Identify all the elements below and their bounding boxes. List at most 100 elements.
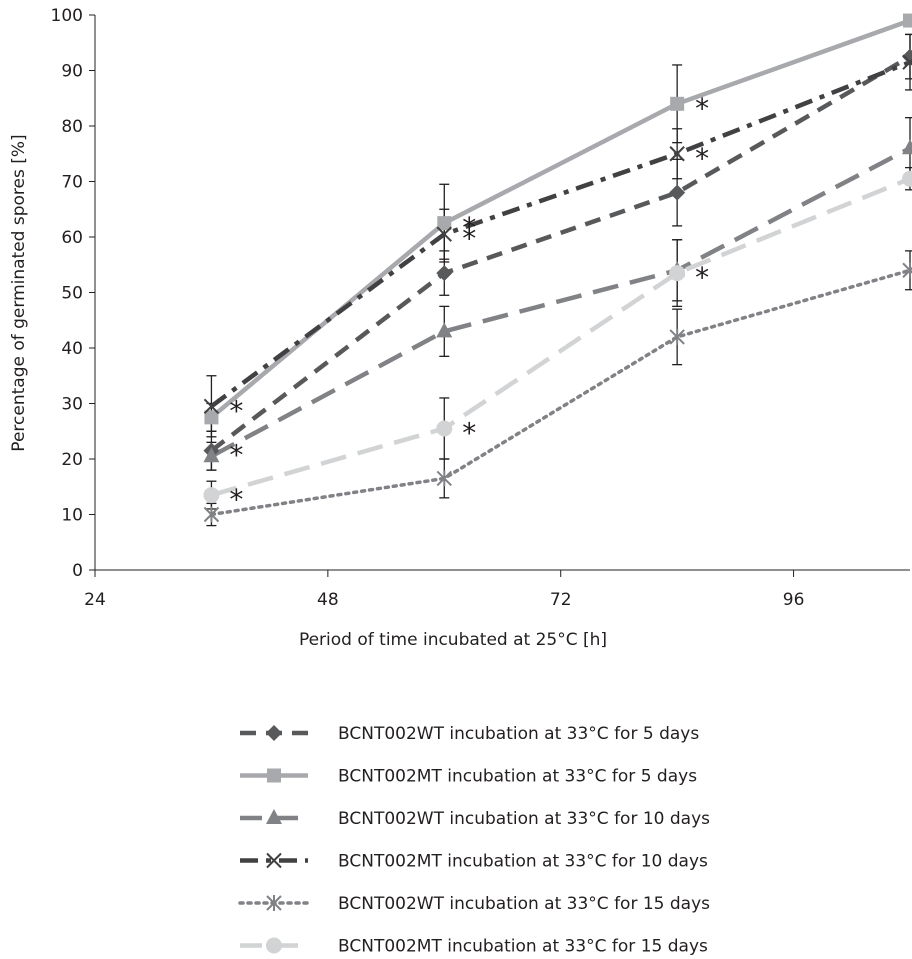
- data-point-s6-p1-shape: [203, 487, 220, 504]
- data-point-s3-p2-shape: [436, 322, 453, 338]
- legend-label: BCNT002MT incubation at 33°C for 5 days: [338, 767, 697, 787]
- series-line-3: [210, 146, 912, 459]
- legend-label: BCNT002WT incubation at 33°C for 10 days: [338, 809, 710, 829]
- data-point-s2-p2-shape: [437, 216, 452, 231]
- legend-marker-shape: [266, 852, 282, 869]
- data-point-s6-p3-shape: [669, 265, 686, 282]
- data-point-s4-p4-shape: [902, 54, 912, 70]
- data-point-s5-p3-shape: [669, 328, 685, 345]
- data-point-s2-p2: [437, 216, 452, 231]
- data-point-s1-p3: [669, 184, 686, 201]
- legend-marker-shape: [266, 725, 282, 741]
- data-point-s5-p1: [203, 506, 220, 523]
- significance-star: *: [462, 222, 476, 255]
- error-bars: [206, 14, 912, 527]
- y-tick-label: 90: [61, 62, 83, 82]
- legend-marker: [267, 768, 281, 783]
- significance-star: *: [462, 211, 476, 244]
- legend-marker: [266, 895, 282, 911]
- data-point-s2-p1-shape: [204, 410, 219, 425]
- series-lines: [209, 18, 912, 517]
- legend-item-1: BCNT002WT incubation at 33°C for 5 days: [240, 724, 699, 744]
- y-tick-label: 20: [61, 450, 83, 470]
- significance-star: *: [695, 92, 709, 125]
- legend-label: BCNT002WT incubation at 33°C for 5 days: [338, 724, 699, 744]
- legend-item-4: BCNT002MT incubation at 33°C for 10 days: [240, 852, 708, 872]
- data-point-s2-p3-shape: [670, 96, 685, 111]
- data-point-s4-p2-shape: [436, 226, 452, 242]
- data-point-s1-p2-shape: [436, 265, 453, 282]
- legend-label: BCNT002MT incubation at 33°C for 15 days: [338, 937, 708, 957]
- data-point-s5-p3: [669, 328, 685, 345]
- data-point-s4-p3: [669, 146, 685, 162]
- y-tick-label: 10: [61, 506, 83, 526]
- data-point-s2-p3: [670, 96, 685, 111]
- legend-marker-shape: [266, 809, 282, 824]
- significance-star: *: [695, 261, 709, 294]
- legend-item-3: BCNT002WT incubation at 33°C for 10 days: [240, 809, 710, 829]
- data-point-s3-p4: [902, 139, 912, 155]
- data-point-s5-p1-shape: [203, 506, 220, 523]
- significance-stars: ************: [229, 92, 709, 516]
- data-point-s4-p2: [436, 226, 452, 242]
- legend: BCNT002WT incubation at 33°C for 5 days B…: [238, 724, 710, 957]
- data-point-s3-p4-shape: [902, 139, 912, 155]
- significance-star: *: [229, 439, 243, 472]
- data-point-s6-p1: [203, 487, 220, 504]
- y-tick-label: 60: [61, 228, 83, 248]
- data-point-s3-p1-shape: [203, 447, 220, 463]
- legend-marker-shape: [266, 937, 282, 954]
- x-tick-label: 24: [84, 590, 106, 610]
- legend-item-6: BCNT002MT incubation at 33°C for 15 days: [240, 937, 708, 957]
- data-point-s6-p4-shape: [902, 170, 912, 187]
- significance-star: *: [229, 394, 243, 427]
- x-tick-label: 72: [550, 590, 572, 610]
- data-point-s4-p1: [203, 398, 220, 414]
- y-tick-label: 100: [51, 6, 83, 26]
- legend-marker: [266, 725, 282, 741]
- markers: [203, 13, 912, 523]
- data-point-s6-p2-shape: [436, 420, 453, 437]
- data-point-s2-p1: [204, 410, 219, 425]
- y-tick-label: 0: [72, 561, 83, 581]
- data-point-s4-p4: [902, 54, 912, 70]
- series-line-4: [210, 60, 911, 409]
- data-point-s3-p2: [436, 322, 453, 338]
- y-axis: 0 10 20 30 40 50 60 70 80 90 100: [51, 6, 96, 581]
- data-point-s5-p4-shape: [902, 262, 912, 279]
- x-axis-title: Period of time incubated at 25°C [h]: [299, 630, 607, 650]
- data-point-s4-p3-shape: [669, 146, 685, 162]
- data-point-s2-p4: [903, 13, 912, 28]
- y-tick-label: 70: [61, 173, 83, 193]
- series-line-5: [209, 268, 912, 517]
- legend-marker-shape: [266, 895, 282, 911]
- data-point-s1-p2: [436, 265, 453, 282]
- series-line-1: [210, 54, 912, 453]
- legend-marker: [266, 852, 282, 869]
- data-point-s1-p3-shape: [669, 184, 686, 201]
- legend-label: BCNT002WT incubation at 33°C for 15 days: [338, 894, 710, 914]
- data-point-s2-p4-shape: [903, 13, 912, 28]
- y-tick-label: 40: [61, 339, 83, 359]
- x-tick-label: 48: [317, 590, 339, 610]
- data-point-s5-p4: [902, 262, 912, 279]
- x-tick-label: 96: [783, 590, 805, 610]
- legend-marker-shape: [267, 768, 281, 783]
- legend-item-5: BCNT002WT incubation at 33°C for 15 days: [238, 894, 710, 914]
- legend-item-2: BCNT002MT incubation at 33°C for 5 days: [240, 767, 697, 787]
- data-point-s5-p2: [436, 470, 452, 487]
- data-point-s6-p4: [902, 170, 912, 187]
- data-point-s5-p2-shape: [436, 470, 452, 487]
- y-axis-title: Percentage of germinated spores [%]: [9, 134, 29, 451]
- y-tick-label: 30: [61, 395, 83, 415]
- data-point-s6-p2: [436, 420, 453, 437]
- legend-marker: [266, 809, 282, 824]
- x-axis: 24 48 72 96: [84, 569, 910, 610]
- y-tick-label: 50: [61, 284, 83, 304]
- significance-star: *: [695, 142, 709, 175]
- data-point-s3-p1: [203, 447, 220, 463]
- data-point-s4-p1-shape: [203, 398, 220, 414]
- series-line-6: [210, 176, 911, 498]
- legend-marker: [266, 937, 282, 954]
